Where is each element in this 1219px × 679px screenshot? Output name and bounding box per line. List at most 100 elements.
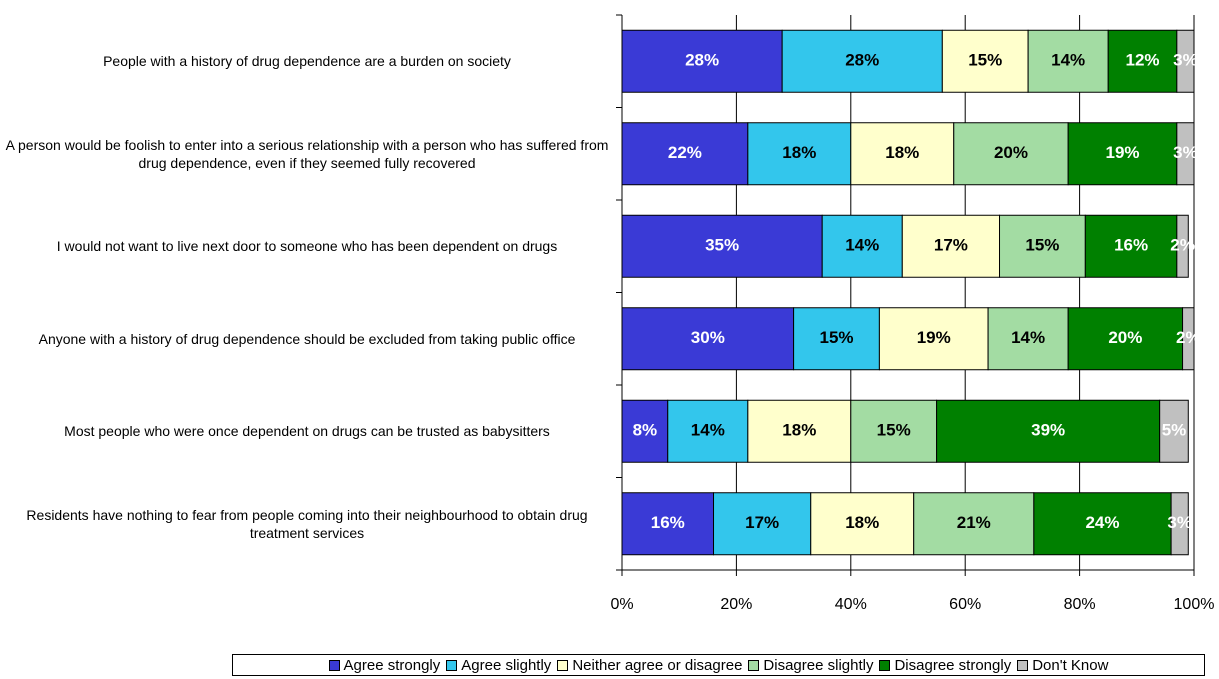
legend-item: Agree slightly (446, 657, 551, 674)
legend: Agree strongly Agree slightly Neither agre… (232, 654, 1205, 676)
legend-label: Disagree strongly (894, 656, 1012, 674)
category-label: A person would be foolish to enter into … (5, 136, 609, 171)
bar-segment (1182, 307, 1195, 371)
x-tick-label: 80% (1064, 596, 1096, 613)
x-tick-label: 40% (835, 596, 867, 613)
legend-swatch (328, 659, 340, 671)
bar-segment (621, 492, 715, 556)
data-label: 20% (1108, 328, 1142, 347)
bar-segment (901, 214, 1001, 278)
bar-segment (953, 122, 1069, 186)
data-label: 22% (668, 143, 702, 162)
bar-segment (667, 399, 749, 463)
data-label: 39% (1031, 421, 1065, 440)
category-label: Residents have nothing to fear from peop… (26, 506, 588, 541)
legend-swatch (446, 659, 458, 671)
data-label: 8% (633, 421, 658, 440)
bar-segment (1067, 307, 1184, 371)
category-label: I would not want to live next door to so… (56, 238, 558, 255)
data-label: 28% (845, 51, 879, 70)
bar-segment (850, 122, 955, 186)
bar-segment (747, 399, 852, 463)
data-label: 18% (782, 143, 816, 162)
bar-segment (747, 122, 852, 186)
data-label: 3% (1173, 51, 1198, 70)
data-label: 18% (845, 513, 879, 532)
data-label: 17% (745, 513, 779, 532)
data-label: 20% (994, 143, 1028, 162)
bar-segment (1176, 214, 1189, 278)
bar-segment (1159, 399, 1189, 463)
data-label: 17% (934, 236, 968, 255)
bar-segment (1033, 492, 1172, 556)
bar-segment (621, 307, 795, 371)
bar-segment (1170, 492, 1189, 556)
bar-segment (987, 307, 1069, 371)
data-label: 18% (782, 421, 816, 440)
x-tick-label: 60% (949, 596, 981, 613)
bar-segment (621, 29, 783, 93)
data-label: 2% (1176, 328, 1201, 347)
data-label: 15% (968, 51, 1002, 70)
data-label: 14% (1051, 51, 1085, 70)
legend-item: Agree strongly (328, 656, 441, 674)
data-label: 15% (819, 328, 853, 347)
bar-segment (793, 307, 880, 371)
category-label: People with a history of drug dependence… (103, 53, 511, 70)
data-label: 19% (1105, 143, 1139, 162)
data-label: 14% (691, 421, 725, 440)
data-label: 21% (957, 513, 991, 532)
data-label: 14% (1011, 328, 1045, 347)
legend-label: Disagree slightly (763, 656, 874, 674)
data-label: 16% (651, 513, 685, 532)
bar-segment (713, 492, 812, 556)
bar-segment (781, 29, 943, 93)
x-tick-label: 100% (1174, 596, 1215, 613)
data-label: 12% (1126, 51, 1160, 70)
bar-segment (1176, 29, 1195, 93)
legend-label: Agree slightly (461, 656, 552, 674)
legend-item: Disagree slightly (748, 657, 873, 674)
category-label: Most people who were once dependent on d… (64, 423, 550, 440)
legend-item: Disagree strongly (879, 657, 1011, 674)
data-label: 30% (691, 328, 725, 347)
bar-segment (821, 214, 903, 278)
bar-segment (1107, 29, 1178, 93)
category-label: Anyone with a history of drug dependence… (38, 330, 576, 347)
data-label: 2% (1170, 236, 1195, 255)
legend-swatch (748, 659, 760, 671)
bar-segment (999, 214, 1086, 278)
data-label: 16% (1114, 236, 1148, 255)
bar-segment (621, 122, 749, 186)
data-label: 3% (1173, 143, 1198, 162)
data-label: 15% (877, 421, 911, 440)
data-label: 24% (1085, 513, 1119, 532)
bar-segment (1084, 214, 1178, 278)
legend-label: Agree strongly (343, 656, 441, 674)
legend-swatch (1017, 659, 1029, 671)
bar-segment (621, 214, 823, 278)
legend-label: Don't Know (1032, 656, 1109, 674)
x-tick-label: 0% (610, 596, 633, 613)
legend-swatch (557, 659, 569, 671)
data-label: 28% (685, 51, 719, 70)
data-label: 15% (1025, 236, 1059, 255)
legend-item: Neither agree or disagree (557, 657, 742, 674)
bar-segment (936, 399, 1161, 463)
data-label: 14% (845, 236, 879, 255)
data-label: 18% (885, 143, 919, 162)
bar-segment (1067, 122, 1178, 186)
legend-item: Don't Know (1017, 657, 1108, 674)
bar-segment (621, 399, 669, 463)
data-label: 3% (1167, 513, 1192, 532)
bar-segment (1027, 29, 1109, 93)
bar-segment (1176, 122, 1195, 186)
bar-segment (941, 29, 1029, 93)
data-label: 5% (1162, 421, 1187, 440)
x-tick-label: 20% (720, 596, 752, 613)
data-label: 35% (705, 236, 739, 255)
data-label: 19% (917, 328, 951, 347)
bar-segment (878, 307, 989, 371)
bar-segment (810, 492, 915, 556)
